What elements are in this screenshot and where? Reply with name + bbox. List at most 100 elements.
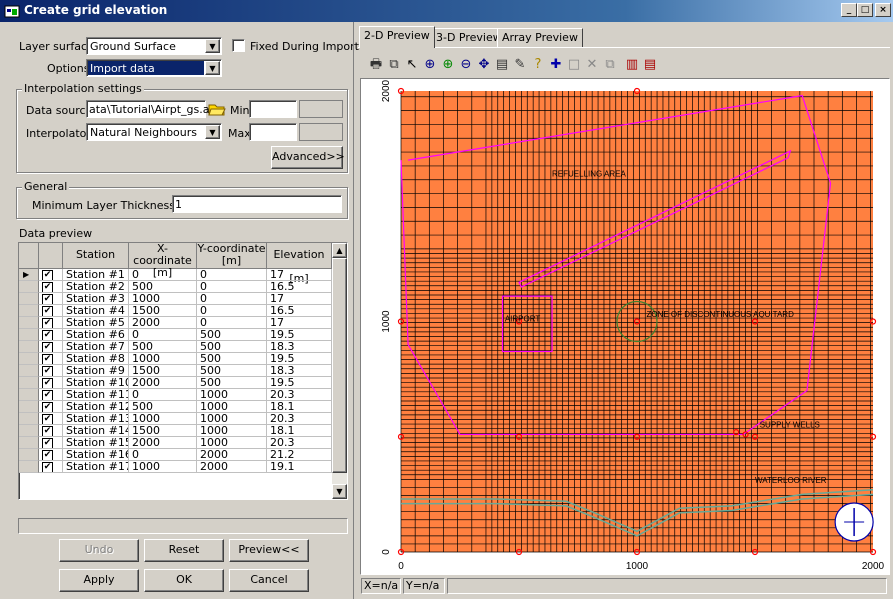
row-header[interactable]	[19, 305, 39, 317]
elevation-cell[interactable]: 18.3	[267, 365, 332, 377]
x-coordinate-cell[interactable]: 500	[129, 401, 197, 413]
elevation-cell[interactable]: 19.5	[267, 329, 332, 341]
station-cell[interactable]: Station #7	[63, 341, 129, 353]
row-checkbox-cell[interactable]: ✔	[39, 461, 63, 473]
maximize-button[interactable]: □	[857, 3, 873, 17]
x-coordinate-cell[interactable]: 1000	[129, 461, 197, 473]
station-cell[interactable]: Station #2	[63, 281, 129, 293]
station-cell[interactable]: Station #17	[63, 461, 129, 473]
x-coordinate-cell[interactable]: 1500	[129, 305, 197, 317]
scroll-up-arrow-icon[interactable]: ▲	[332, 243, 347, 258]
min-input[interactable]	[249, 100, 297, 118]
station-cell[interactable]: Station #13	[63, 413, 129, 425]
data-source-input[interactable]: ata\Tutorial\Airpt_gs.asc	[86, 100, 221, 118]
row-checkbox-cell[interactable]: ✔	[39, 281, 63, 293]
row-checkbox-cell[interactable]: ✔	[39, 293, 63, 305]
fixed-during-import-checkbox[interactable]	[232, 39, 245, 52]
ok-button[interactable]: OK	[144, 569, 224, 592]
elevation-cell[interactable]: 16.5	[267, 305, 332, 317]
cancel-button[interactable]: Cancel	[229, 569, 309, 592]
row-header[interactable]	[19, 293, 39, 305]
check-icon[interactable]: ✔	[42, 354, 53, 364]
row-checkbox-cell[interactable]: ✔	[39, 449, 63, 461]
station-cell[interactable]: Station #8	[63, 353, 129, 365]
y-coordinate-cell[interactable]: 0	[197, 317, 267, 329]
elevation-cell[interactable]: 18.1	[267, 401, 332, 413]
x-coordinate-cell[interactable]: 500	[129, 281, 197, 293]
y-coordinate-cell[interactable]: 2000	[197, 461, 267, 473]
y-coordinate-cell[interactable]: 500	[197, 353, 267, 365]
min-thickness-input[interactable]: 1	[172, 195, 342, 213]
pan-icon[interactable]: ✥	[478, 57, 490, 72]
row-checkbox-cell[interactable]: ✔	[39, 389, 63, 401]
station-cell[interactable]: Station #15	[63, 437, 129, 449]
row-header[interactable]	[19, 377, 39, 389]
preview-button[interactable]: Preview<<	[229, 539, 309, 562]
x-coordinate-cell[interactable]: 1000	[129, 293, 197, 305]
column-header-elevation[interactable]: Elevation [m]	[267, 243, 332, 285]
station-cell[interactable]: Station #11	[63, 389, 129, 401]
apply-button[interactable]: Apply	[59, 569, 139, 592]
locate-icon[interactable]: ✚	[550, 57, 562, 72]
y-coordinate-cell[interactable]: 1000	[197, 425, 267, 437]
row-checkbox-cell[interactable]: ✔	[39, 329, 63, 341]
tab-3d-preview[interactable]: 3-D Preview	[431, 28, 507, 47]
x-coordinate-cell[interactable]: 0	[129, 389, 197, 401]
y-coordinate-cell[interactable]: 2000	[197, 449, 267, 461]
check-icon[interactable]: ✔	[42, 270, 53, 280]
row-checkbox-cell[interactable]: ✔	[39, 437, 63, 449]
elevation-cell[interactable]: 19.1	[267, 461, 332, 473]
row-grid-icon[interactable]: ▤	[643, 57, 657, 72]
x-coordinate-cell[interactable]: 2000	[129, 317, 197, 329]
row-header[interactable]	[19, 413, 39, 425]
max-input[interactable]	[249, 123, 297, 141]
x-coordinate-cell[interactable]: 0	[129, 449, 197, 461]
x-coordinate-cell[interactable]: 1500	[129, 365, 197, 377]
station-cell[interactable]: Station #3	[63, 293, 129, 305]
check-icon[interactable]: ✔	[42, 414, 53, 424]
row-header[interactable]	[19, 317, 39, 329]
pane-divider[interactable]	[353, 22, 354, 599]
check-icon[interactable]: ✔	[42, 282, 53, 292]
row-header[interactable]	[19, 449, 39, 461]
x-coordinate-cell[interactable]: 0	[129, 329, 197, 341]
row-header[interactable]	[19, 281, 39, 293]
x-coordinate-cell[interactable]: 1000	[129, 413, 197, 425]
check-icon[interactable]: ✔	[42, 294, 53, 304]
row-checkbox-cell[interactable]: ✔	[39, 269, 63, 281]
layer-surface-select[interactable]: Ground Surface ▼	[86, 37, 222, 55]
chevron-down-icon[interactable]: ▼	[205, 125, 220, 139]
station-cell[interactable]: Station #6	[63, 329, 129, 341]
new-icon[interactable]: □	[567, 57, 581, 72]
y-coordinate-cell[interactable]: 0	[197, 305, 267, 317]
check-icon[interactable]: ✔	[42, 342, 53, 352]
row-header[interactable]	[19, 401, 39, 413]
x-coordinate-cell[interactable]: 500	[129, 341, 197, 353]
row-header[interactable]	[19, 437, 39, 449]
x-coordinate-cell[interactable]: 1500	[129, 425, 197, 437]
station-cell[interactable]: Station #10	[63, 377, 129, 389]
interpolator-select[interactable]: Natural Neighbours ▼	[86, 123, 222, 141]
check-icon[interactable]: ✔	[42, 330, 53, 340]
x-coordinate-cell[interactable]: 2000	[129, 377, 197, 389]
row-header[interactable]	[19, 365, 39, 377]
row-checkbox-cell[interactable]: ✔	[39, 425, 63, 437]
report-icon[interactable]: ▤	[495, 57, 509, 72]
x-coordinate-cell[interactable]: 1000	[129, 353, 197, 365]
vertical-scrollbar[interactable]: ▲ ▼	[332, 243, 347, 499]
check-icon[interactable]: ✔	[42, 402, 53, 412]
elevation-cell[interactable]: 20.3	[267, 413, 332, 425]
y-coordinate-cell[interactable]: 500	[197, 365, 267, 377]
edit-icon[interactable]: ✎	[514, 57, 526, 72]
row-header[interactable]	[19, 425, 39, 437]
column-header-x[interactable]: X-coordinate [m]	[129, 243, 197, 279]
column-grid-icon[interactable]: ▥	[625, 57, 639, 72]
check-icon[interactable]: ✔	[42, 450, 53, 460]
station-cell[interactable]: Station #5	[63, 317, 129, 329]
elevation-cell[interactable]: 18.1	[267, 425, 332, 437]
elevation-cell[interactable]: 21.2	[267, 449, 332, 461]
undo-button[interactable]: Undo	[59, 539, 139, 562]
scroll-down-arrow-icon[interactable]: ▼	[332, 484, 347, 499]
elevation-cell[interactable]: 17	[267, 269, 332, 281]
y-coordinate-cell[interactable]: 500	[197, 329, 267, 341]
